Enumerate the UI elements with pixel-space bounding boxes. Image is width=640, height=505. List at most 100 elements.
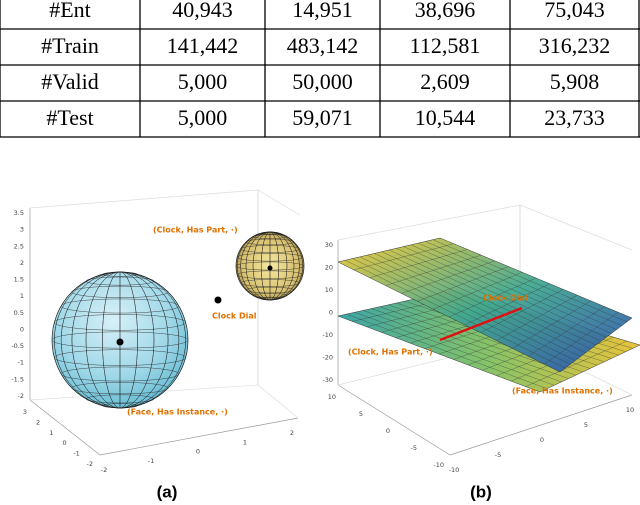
sphere-mesh [102, 272, 138, 277]
sphere-mesh [236, 270, 304, 279]
annotation: (Clock, Has Part, ·) [348, 348, 433, 357]
axis-line [544, 312, 619, 365]
tick-label: 1 [20, 292, 24, 300]
table: #Ent 40,943 14,951 38,696 75,043 #Train 141,44… [0, 0, 640, 138]
tick-label: 0 [540, 436, 544, 444]
sphere-mesh [236, 253, 304, 262]
annotation: (Face, Has Instance, ·) [127, 408, 228, 417]
axis-line [29, 399, 101, 456]
sphere-mesh [54, 271, 186, 409]
tick-label: 1.5 [14, 276, 24, 284]
tick-label: -1 [18, 359, 24, 367]
tick-label: -10 [449, 466, 460, 474]
tick-label: 2.5 [14, 242, 24, 250]
tick-label: 10 [626, 406, 634, 414]
tick-label: -10 [322, 331, 333, 339]
tick-label: 5 [584, 421, 588, 429]
axis-line [432, 239, 627, 322]
figure-a: 3.5 3 2.5 2 1.5 1 0.5 0 -0.5 -1 -1.5 -2 3 2 1 0 -1 -2 -2 -1… [11, 189, 305, 501]
tick-label: -30 [322, 376, 333, 384]
tick-label: -0.5 [11, 342, 24, 350]
entity-point [116, 338, 124, 346]
relation-line [439, 306, 523, 342]
axis-line [512, 300, 591, 349]
table-cell: 316,232 [539, 33, 611, 58]
sphere-mesh [240, 279, 300, 287]
tick-label: 2 [290, 429, 294, 437]
figure-b: 30 20 10 0 -10 -20 -30 10 5 0 -5 -10 -10 -5 0 5 10 Clock … [322, 204, 640, 501]
table-cell: 483,142 [287, 33, 359, 58]
axis-line [403, 246, 607, 338]
axis-line [425, 241, 622, 326]
tick-label: 0 [386, 427, 390, 435]
sphere-mesh [261, 231, 279, 235]
axis-line [337, 204, 521, 241]
entity-point [214, 296, 222, 304]
axis-line [464, 283, 550, 325]
tick-label: 0 [196, 448, 200, 456]
sphere-mesh [245, 286, 295, 294]
sphere-mesh [102, 403, 138, 408]
tick-label: -5 [411, 444, 417, 452]
tick-label: -1.5 [11, 375, 24, 383]
table-cell: 5,908 [550, 69, 600, 94]
tick-label: 3 [23, 408, 27, 416]
tick-label: -2 [18, 392, 24, 400]
tick-label: 1 [243, 438, 247, 446]
axis-line [99, 417, 299, 456]
sphere-mesh [252, 234, 288, 239]
axis-line [257, 189, 301, 216]
axis-line [418, 243, 617, 330]
axis-line [410, 244, 612, 334]
table-cell: 5,000 [178, 69, 228, 94]
tick-label: 0 [62, 439, 66, 447]
annotation: (Face, Has Instance, ·) [512, 387, 613, 396]
table-cell: 14,951 [292, 0, 353, 22]
tick-label: 10 [328, 393, 336, 401]
caption: (a) [157, 482, 178, 501]
table-cell: 2,609 [420, 69, 470, 94]
table-cell: 59,071 [292, 105, 353, 130]
tick-label: -1 [73, 450, 79, 458]
tick-label: 2 [36, 418, 40, 426]
annotation: Clock Dial [212, 312, 257, 321]
plane [337, 237, 633, 373]
tick-label: 0 [20, 325, 24, 333]
sphere-mesh [252, 293, 288, 298]
table-cell: 5,000 [178, 105, 228, 130]
axis-line [257, 384, 299, 419]
sphere-mesh [85, 276, 155, 286]
axis-line [449, 394, 633, 456]
tick-label: -2 [101, 466, 107, 474]
table-cell: 10,544 [415, 105, 476, 130]
sphere-mesh [261, 297, 279, 301]
sphere-mesh [71, 285, 169, 298]
table-cell: #Valid [41, 69, 98, 94]
axis-line [519, 204, 633, 251]
sphere-mesh [85, 394, 155, 404]
tick-label: 20 [325, 264, 333, 272]
annotation: Clock Dial [483, 294, 528, 303]
table-cell: #Test [46, 105, 93, 130]
tick-label: 10 [325, 286, 333, 294]
sphere-mesh [71, 382, 169, 395]
tick-label: -1 [148, 457, 154, 465]
tick-label: 5 [359, 410, 363, 418]
table-cell: 23,733 [544, 105, 605, 130]
axis-line [448, 277, 537, 318]
table-cell: 50,000 [292, 69, 353, 94]
sphere-mesh [54, 314, 186, 331]
table-cell: #Train [41, 33, 99, 58]
tick-label: 2 [20, 259, 24, 267]
axis-line [29, 189, 259, 209]
tick-label: 0.5 [14, 309, 24, 317]
table-cell: 75,043 [544, 0, 605, 22]
table-cell: #Ent [49, 0, 91, 22]
axis-line [396, 248, 602, 342]
table-cell: 141,442 [167, 33, 239, 58]
tick-label: 3.5 [14, 209, 24, 217]
tick-label: -5 [495, 451, 501, 459]
sphere-mesh [240, 245, 300, 253]
tick-label: 1 [49, 429, 53, 437]
